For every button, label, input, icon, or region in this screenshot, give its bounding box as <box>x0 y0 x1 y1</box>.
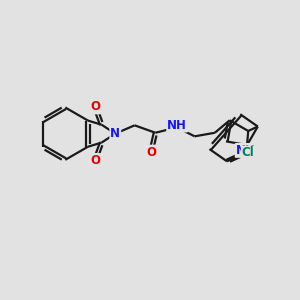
Text: Cl: Cl <box>242 146 254 160</box>
Text: NH: NH <box>167 118 187 131</box>
Text: NH: NH <box>236 144 256 157</box>
Text: O: O <box>90 100 100 113</box>
Text: N: N <box>110 127 120 140</box>
Text: O: O <box>90 154 100 167</box>
Text: O: O <box>146 146 156 159</box>
